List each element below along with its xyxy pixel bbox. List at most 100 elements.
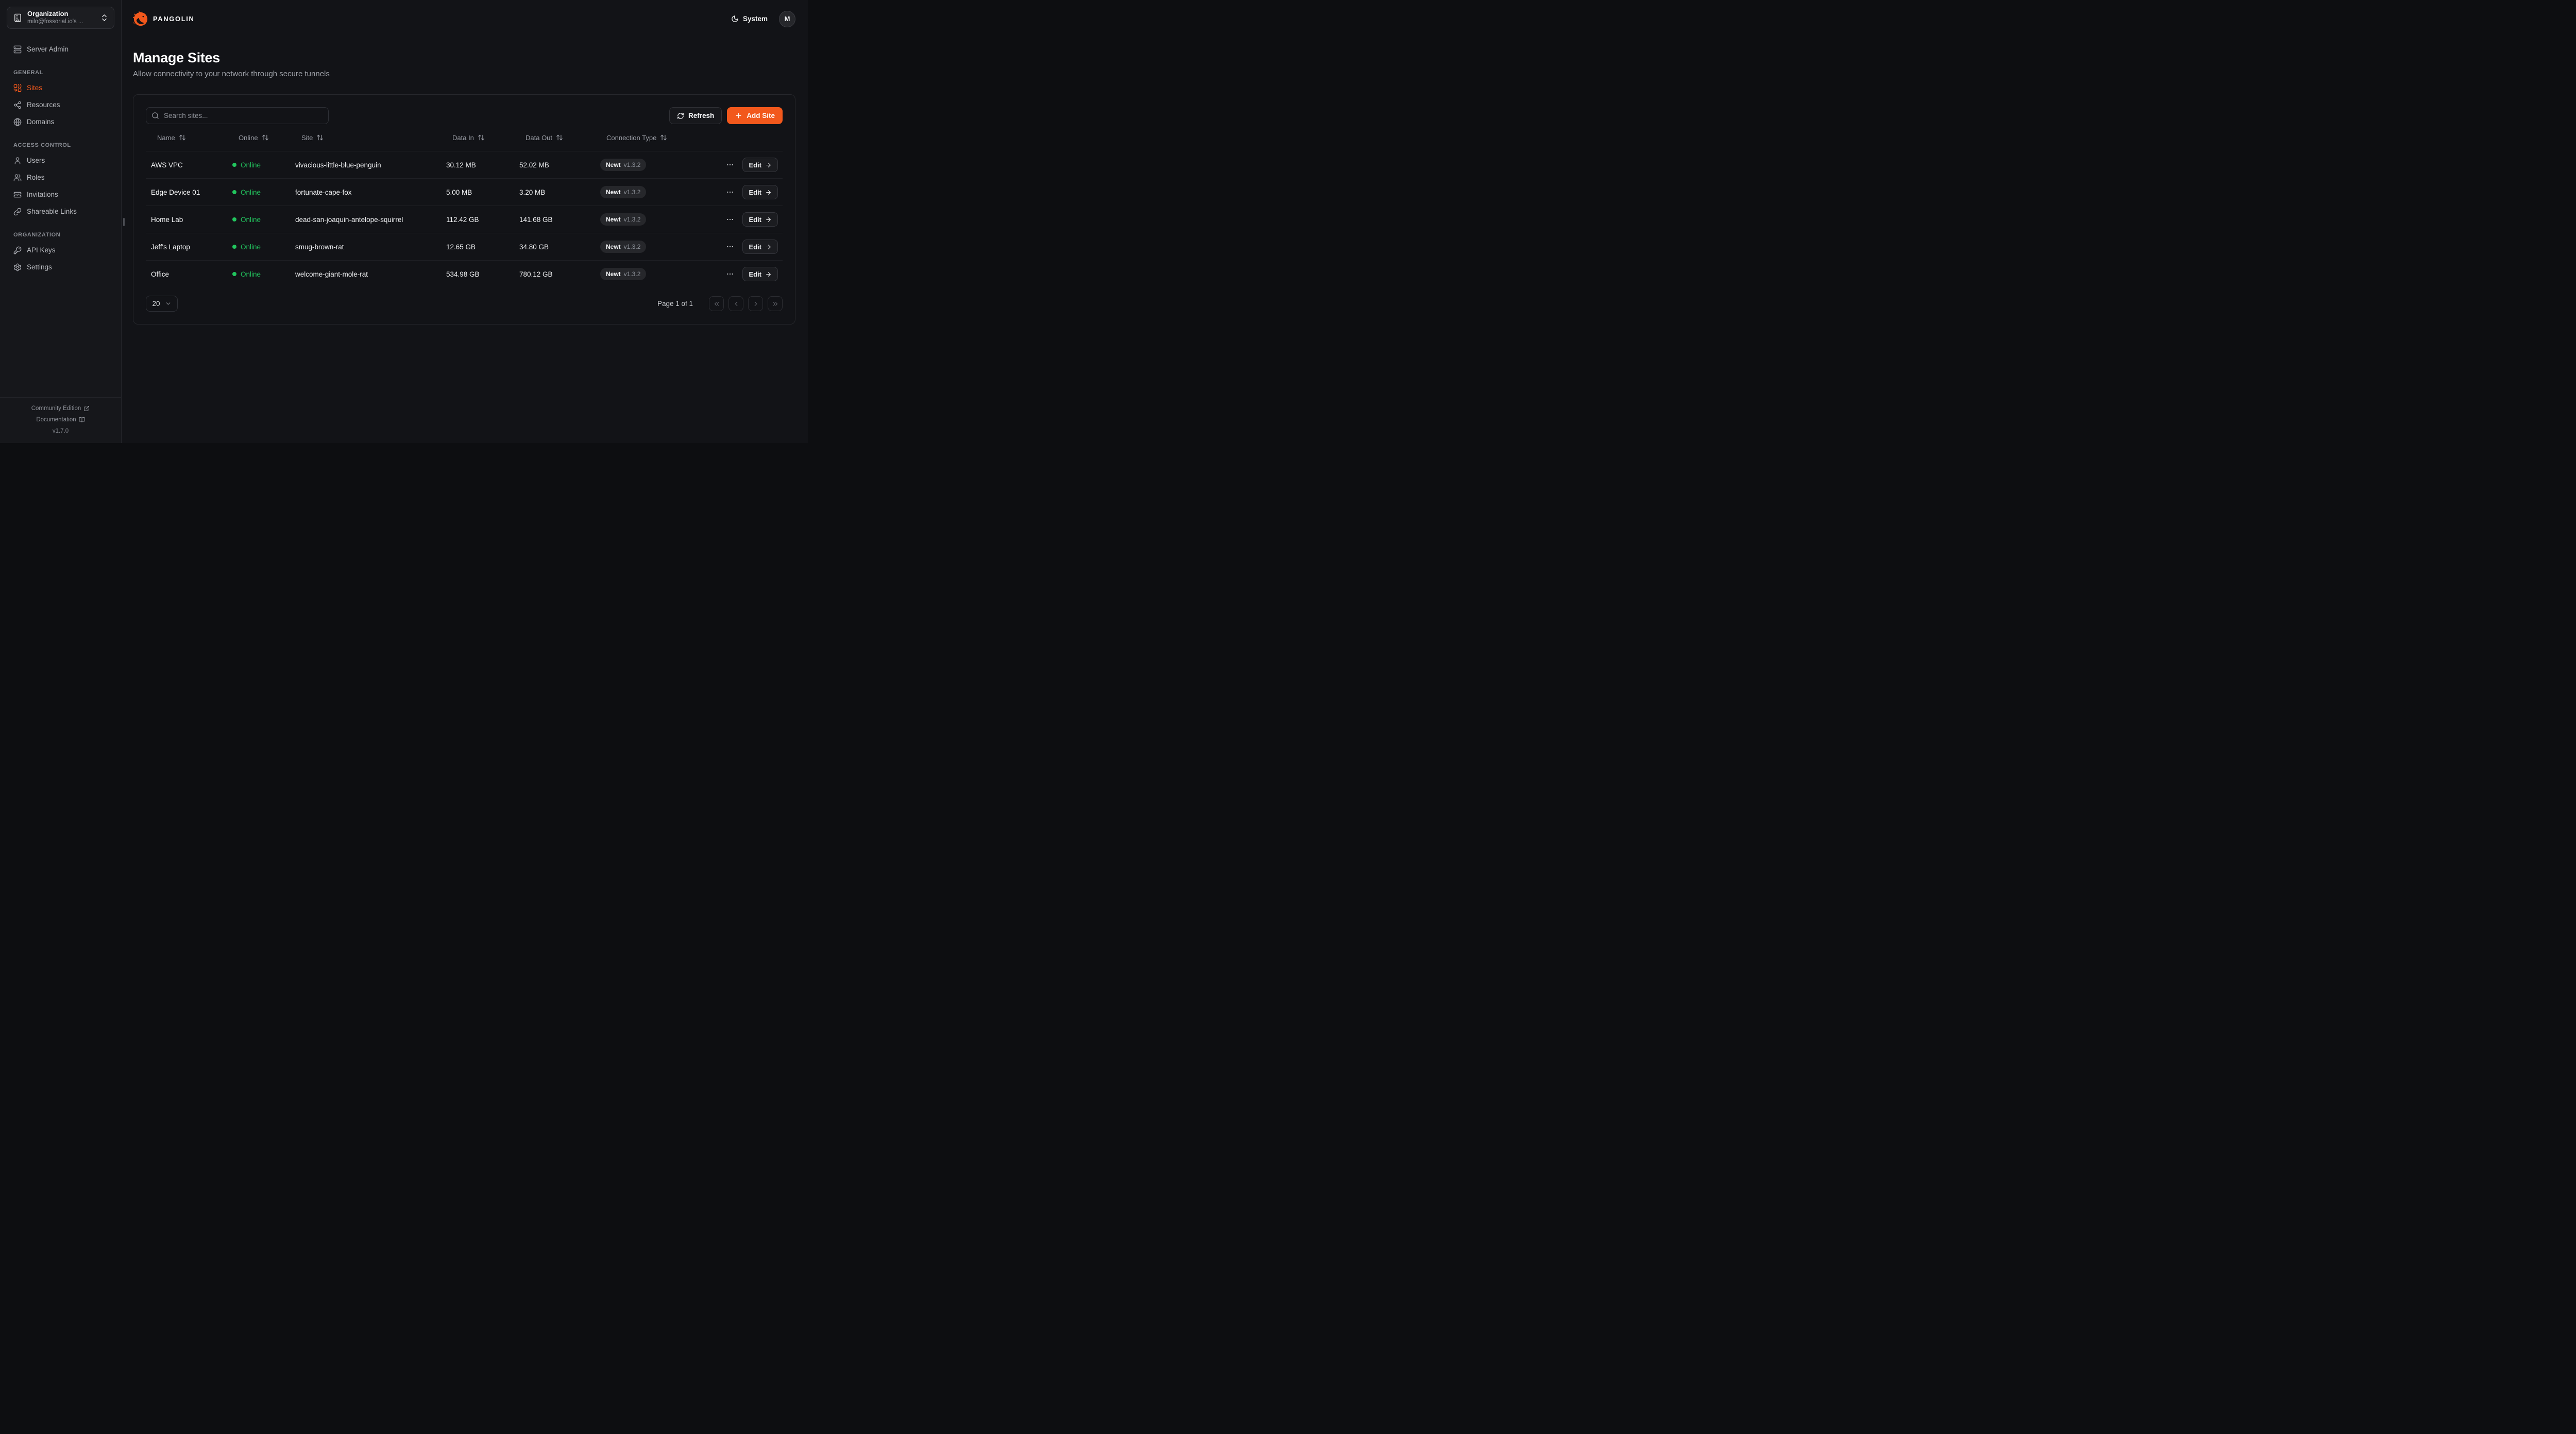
column-header-site[interactable]: Site — [295, 134, 446, 142]
key-icon — [13, 246, 22, 254]
org-switcher[interactable]: Organization milo@fossorial.io's ... — [7, 7, 114, 29]
row-menu-button[interactable] — [726, 188, 734, 196]
arrow-right-icon — [766, 162, 771, 167]
ellipsis-icon — [727, 191, 734, 193]
sort-icon — [262, 134, 268, 141]
site-name-cell: AWS VPC — [151, 161, 183, 169]
sidebar-item-domains[interactable]: Domains — [7, 113, 114, 130]
next-page-button[interactable] — [748, 296, 763, 311]
search-icon — [152, 112, 159, 119]
table-toolbar: Refresh Add Site — [146, 107, 783, 124]
connection-type-badge: Newt v1.3.2 — [600, 159, 647, 171]
row-actions: Edit — [698, 158, 783, 172]
online-dot-icon — [232, 272, 236, 276]
first-page-button[interactable] — [709, 296, 724, 311]
row-menu-button[interactable] — [726, 161, 734, 169]
sidebar-item-label: Server Admin — [27, 45, 69, 53]
sidebar-item-invitations[interactable]: Invitations — [7, 186, 114, 203]
row-actions: Edit — [698, 240, 783, 254]
sidebar-item-users[interactable]: Users — [7, 152, 114, 169]
row-actions: Edit — [698, 267, 783, 281]
search-input[interactable] — [146, 107, 329, 124]
sites-panel: Refresh Add Site Name Online Site Data I… — [133, 94, 795, 325]
avatar[interactable]: M — [779, 10, 795, 27]
pangolin-logo-icon — [133, 11, 148, 26]
sidebar-item-label: Sites — [27, 84, 43, 92]
sites-table: Name Online Site Data In Data Out Connec… — [146, 124, 783, 287]
site-id-cell: dead-san-joaquin-antelope-squirrel — [295, 215, 403, 224]
users-icon — [13, 174, 22, 181]
moon-icon — [732, 15, 738, 22]
sidebar-item-resources[interactable]: Resources — [7, 96, 114, 113]
page-size-select[interactable]: 20 — [146, 296, 178, 312]
last-page-button[interactable] — [768, 296, 783, 311]
sidebar-item-label: API Keys — [27, 246, 56, 254]
row-actions: Edit — [698, 185, 783, 199]
sidebar-item-sites[interactable]: Sites — [7, 79, 114, 96]
previous-page-button[interactable] — [728, 296, 743, 311]
chevrons-left-icon — [714, 302, 719, 305]
community-edition-link[interactable]: Community Edition — [31, 403, 90, 414]
topbar: PANGOLIN System M — [122, 0, 808, 38]
section-title-organization: ORGANIZATION — [13, 232, 61, 238]
column-header-connection-type[interactable]: Connection Type — [600, 134, 698, 142]
connection-type-badge: Newt v1.3.2 — [600, 268, 647, 280]
topbar-controls: System M — [731, 10, 795, 27]
server-icon — [13, 45, 22, 53]
row-menu-button[interactable] — [726, 270, 734, 278]
sidebar-item-label: Shareable Links — [27, 208, 77, 215]
page-info: Page 1 of 1 — [657, 300, 693, 308]
documentation-link[interactable]: Documentation — [36, 414, 85, 425]
status-badge: Online — [232, 161, 295, 169]
edit-button[interactable]: Edit — [742, 158, 778, 172]
sidebar-item-shareable-links[interactable]: Shareable Links — [7, 203, 114, 220]
data-out-cell: 34.80 GB — [519, 243, 549, 251]
site-id-cell: welcome-giant-mole-rat — [295, 270, 368, 278]
row-menu-button[interactable] — [726, 215, 734, 224]
arrow-right-icon — [766, 271, 771, 277]
site-id-cell: fortunate-cape-fox — [295, 188, 352, 196]
edit-button[interactable]: Edit — [742, 185, 778, 199]
add-site-button[interactable]: Add Site — [727, 107, 783, 124]
column-header-name[interactable]: Name — [151, 134, 232, 142]
arrow-right-icon — [766, 217, 771, 222]
share-icon — [14, 101, 21, 109]
page-subtitle: Allow connectivity to your network throu… — [133, 70, 330, 78]
sort-icon — [478, 134, 484, 141]
sidebar-item-api-keys[interactable]: API Keys — [7, 242, 114, 259]
column-header-online[interactable]: Online — [232, 134, 295, 142]
data-in-cell: 12.65 GB — [446, 243, 476, 251]
row-menu-button[interactable] — [726, 243, 734, 251]
edit-button[interactable]: Edit — [742, 267, 778, 281]
edit-button[interactable]: Edit — [742, 240, 778, 254]
search-wrap — [146, 107, 329, 124]
sidebar-scrollbar-thumb[interactable] — [123, 218, 125, 226]
column-header-data-in[interactable]: Data In — [446, 134, 519, 142]
data-out-cell: 3.20 MB — [519, 188, 546, 196]
theme-toggle[interactable]: System — [731, 15, 768, 23]
user-icon — [14, 157, 21, 164]
pager-controls: Page 1 of 1 — [657, 296, 783, 311]
column-header-data-out[interactable]: Data Out — [519, 134, 600, 142]
refresh-button[interactable]: Refresh — [669, 107, 722, 124]
sort-icon — [317, 134, 324, 141]
sort-icon — [556, 134, 563, 141]
table-row: AWS VPC Online vivacious-little-blue-pen… — [146, 151, 783, 178]
ticket-check-icon — [13, 192, 22, 197]
data-in-cell: 112.42 GB — [446, 215, 479, 224]
status-badge: Online — [232, 243, 295, 251]
plus-icon — [736, 113, 741, 118]
edit-button[interactable]: Edit — [742, 212, 778, 227]
table-header-row: Name Online Site Data In Data Out Connec… — [146, 124, 783, 151]
sidebar-item-roles[interactable]: Roles — [7, 169, 114, 186]
external-link-icon — [84, 406, 90, 411]
brand: PANGOLIN — [133, 11, 194, 27]
status-badge: Online — [232, 216, 295, 224]
row-actions: Edit — [698, 212, 783, 227]
status-badge: Online — [232, 270, 295, 278]
sidebar-item-server-admin[interactable]: Server Admin — [7, 41, 114, 58]
section-title-access-control: ACCESS CONTROL — [13, 142, 71, 148]
page-title: Manage Sites — [133, 50, 220, 65]
sidebar-item-settings[interactable]: Settings — [7, 259, 114, 276]
sort-icon — [179, 134, 185, 141]
